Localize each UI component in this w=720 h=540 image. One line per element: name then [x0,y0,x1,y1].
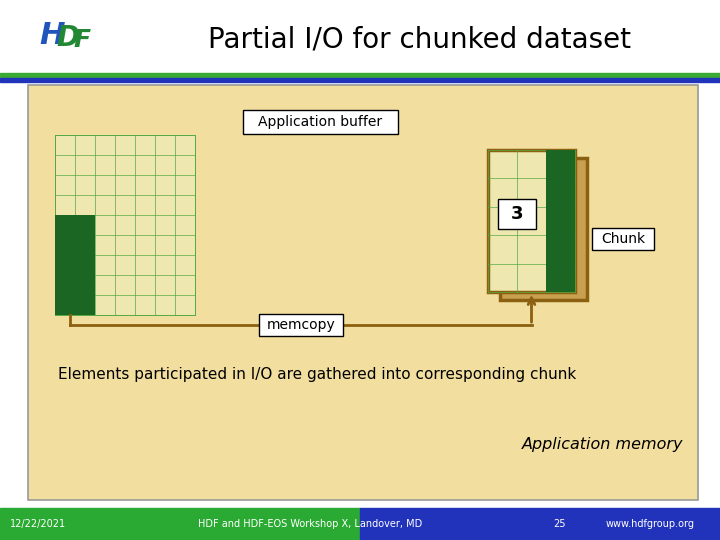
Text: D: D [56,24,79,52]
Text: Chunk: Chunk [601,232,645,246]
Bar [592,228,654,251]
Text: Application buffer: Application buffer [258,115,382,129]
Text: 12/22/2021: 12/22/2021 [10,519,66,529]
Text: 3: 3 [510,205,523,223]
Text: F: F [73,28,91,52]
Bar [55,135,195,315]
Text: Application memory: Application memory [521,437,683,453]
Bar [0,78,720,82]
Bar [360,508,720,540]
Text: 25: 25 [554,519,566,529]
Bar [546,150,575,292]
Bar [258,314,343,336]
Text: www.hdfgroup.org: www.hdfgroup.org [606,519,695,529]
Text: Elements participated in I/O are gathered into corresponding chunk: Elements participated in I/O are gathere… [58,368,576,382]
Bar [488,150,575,292]
Text: Partial I/O for chunked dataset: Partial I/O for chunked dataset [209,26,631,54]
Bar [0,73,720,78]
Bar [243,110,397,134]
Bar [28,85,698,500]
Bar [498,199,536,229]
Text: H: H [40,22,65,51]
Text: memcopy: memcopy [266,318,335,332]
Text: HDF and HDF-EOS Workshop X, Landover, MD: HDF and HDF-EOS Workshop X, Landover, MD [198,519,422,529]
Bar [0,0,720,75]
Bar [55,215,95,315]
Bar [0,508,360,540]
Bar [500,158,587,300]
